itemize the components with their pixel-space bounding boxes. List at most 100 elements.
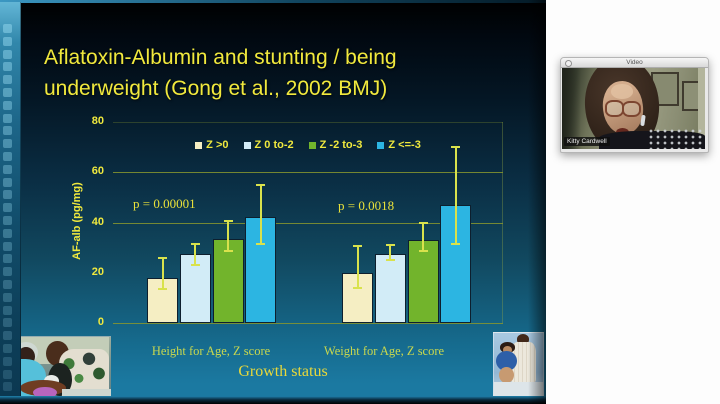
- film-strip-hole: [3, 254, 12, 264]
- y-tick-label-80: 80: [91, 115, 104, 127]
- father-head: [516, 334, 530, 345]
- error-bar-cap: [256, 242, 266, 245]
- legend-label: Z >0: [206, 139, 229, 151]
- error-bar: [356, 246, 359, 288]
- film-strip-hole: [3, 318, 12, 328]
- error-bar-cap: [158, 256, 167, 259]
- error-bar-cap: [385, 244, 395, 247]
- woman-glasses: [604, 100, 641, 118]
- film-strip-hole: [3, 267, 12, 277]
- legend-item: Z 0 to-2: [243, 139, 294, 151]
- video-window: Video Kitty Cardwell: [560, 57, 709, 153]
- bar-chart: AF-alb (pg/mg) 80 60 40 20 0 Z >0 Z 0 to-2 Z -…: [71, 115, 503, 380]
- y-tick-label-40: 40: [91, 215, 104, 228]
- legend-swatch: [377, 141, 385, 149]
- category-label-height-for-age: Height for Age, Z score: [151, 344, 271, 358]
- gridline-60: [113, 172, 503, 174]
- slide-top-accent-line: [0, 0, 546, 3]
- legend-item: Z <=-3: [377, 139, 421, 151]
- gridline-40: [113, 222, 503, 224]
- film-strip-hole: [3, 113, 12, 123]
- close-button[interactable]: [565, 60, 572, 67]
- film-strip-hole: [3, 369, 12, 379]
- film-strip-hole: [3, 344, 12, 353]
- bar-Z0to-2-group2: [374, 253, 406, 323]
- film-strip-hole: [3, 126, 12, 136]
- slide-right-edge-shadow: [528, 0, 546, 404]
- error-bar: [161, 257, 164, 290]
- film-strip-hole: [3, 228, 12, 238]
- slide-bottom-band: [0, 396, 546, 404]
- film-strip-hole: [3, 216, 12, 225]
- film-strip-hole: [3, 203, 12, 213]
- bar-Z-2to-3-group1: [212, 238, 244, 323]
- error-bar-cap: [418, 250, 428, 253]
- error-bar-cap: [190, 242, 200, 245]
- film-strip-hole: [3, 292, 12, 302]
- error-bar: [389, 245, 392, 261]
- legend-swatch: [243, 141, 251, 149]
- video-window-titlebar[interactable]: Video: [561, 58, 708, 68]
- film-strip-hole: [3, 49, 12, 59]
- mother-blue-top: [495, 351, 517, 372]
- error-bar-cap: [158, 288, 167, 291]
- film-strip-hole: [3, 190, 12, 200]
- film-strip-hole: [3, 241, 12, 251]
- film-strip-hole: [3, 62, 12, 72]
- y-tick-label-0: 0: [97, 316, 104, 328]
- doorway-shadow: [562, 68, 581, 149]
- error-bar-cap: [353, 286, 362, 289]
- film-strip-hole: [3, 139, 12, 149]
- film-strip-hole: [3, 280, 12, 289]
- legend-label: Z 0 to-2: [254, 139, 294, 151]
- error-bar-cap: [451, 242, 461, 245]
- video-window-title: Video: [626, 59, 643, 66]
- slide-title: Aflatoxin-Albumin and stunting / being u…: [44, 42, 536, 104]
- window-light-column: [697, 68, 705, 149]
- error-bar-cap: [256, 183, 266, 186]
- error-bar: [227, 221, 230, 252]
- category-label-weight-for-age: Weight for Age, Z score: [323, 344, 445, 358]
- legend-swatch: [195, 141, 203, 149]
- film-strip-hole: [3, 100, 12, 110]
- error-bar-cap: [418, 221, 428, 224]
- error-bar: [454, 147, 457, 244]
- error-bar: [194, 243, 197, 266]
- film-strip-hole: [3, 382, 12, 392]
- film-strip-hole: [3, 305, 12, 315]
- error-bar: [422, 222, 425, 252]
- film-strip-hole: [3, 75, 12, 85]
- film-strip-hole: [3, 177, 12, 187]
- y-tick-label-60: 60: [91, 165, 104, 178]
- exam-table: [62, 389, 111, 398]
- film-strip-hole: [3, 356, 12, 366]
- clothing-pattern: [647, 127, 705, 149]
- film-strip-hole: [3, 331, 12, 341]
- mother-face: [502, 346, 512, 355]
- slide-title-line2: underweight (Gong et al., 2002 BMJ): [44, 77, 388, 100]
- woman-forehead-highlight: [610, 84, 634, 99]
- webcam-feed: Kitty Cardwell: [562, 68, 705, 149]
- x-axis-title: Growth status: [238, 363, 328, 380]
- presentation-slide: Aflatoxin-Albumin and stunting / being u…: [0, 0, 546, 404]
- film-strip-hole: [3, 36, 12, 46]
- film-strip-hole: [3, 24, 12, 33]
- p-value-annotation-height: p = 0.00001: [133, 196, 196, 211]
- gridline-80: [113, 122, 503, 123]
- p-value-annotation-weight: p = 0.0018: [338, 198, 395, 213]
- film-strip-hole: [3, 164, 12, 174]
- child: [498, 367, 514, 384]
- legend-swatch: [308, 141, 316, 149]
- error-bar-cap: [385, 259, 395, 262]
- film-strip-decoration: [0, 2, 21, 404]
- plot-area: 80 60 40 20 0: [91, 115, 503, 328]
- chart-legend: Z >0 Z 0 to-2 Z -2 to-3 Z <=-3: [113, 139, 503, 151]
- gridline-0: [113, 323, 503, 324]
- bar-Z-2to-3-group2: [407, 240, 439, 323]
- film-strip-hole: [3, 88, 12, 97]
- purple-cloth: [33, 387, 57, 398]
- error-bar-cap: [223, 220, 233, 223]
- legend-label: Z -2 to-3: [319, 139, 363, 151]
- slide-title-line1: Aflatoxin-Albumin and stunting / being: [44, 46, 397, 69]
